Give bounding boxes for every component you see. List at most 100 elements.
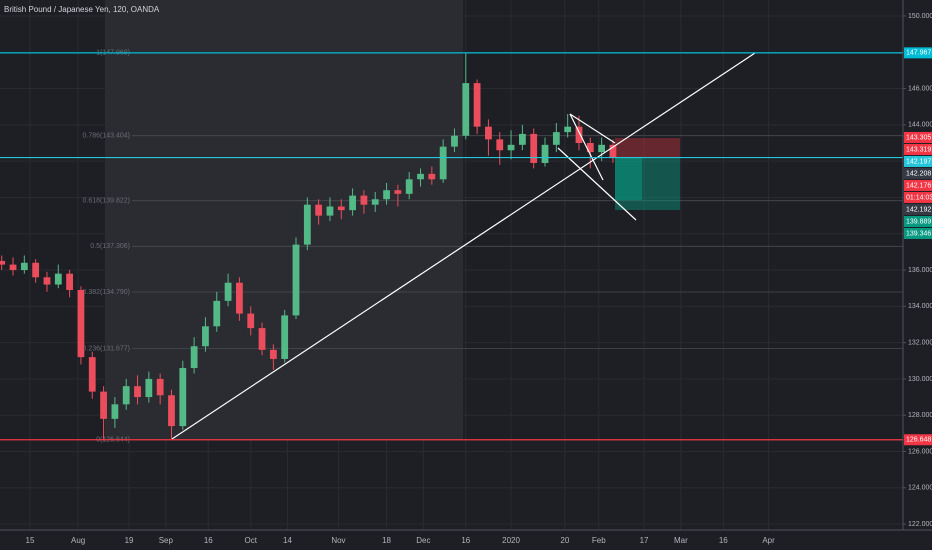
candle-body bbox=[598, 144, 606, 153]
x-tick-label: 15 bbox=[26, 536, 35, 545]
price-label: 147.967 bbox=[906, 50, 931, 57]
y-tick-label: 136.000 bbox=[908, 267, 932, 274]
price-label-box bbox=[904, 203, 932, 215]
price-label-box bbox=[904, 155, 932, 167]
price-label-box bbox=[904, 215, 932, 227]
candle-body bbox=[168, 395, 175, 427]
fib-label: 0.786(143.404) bbox=[83, 133, 130, 140]
stop-zone bbox=[615, 138, 680, 157]
candle-body bbox=[43, 277, 51, 285]
y-tick-label: 130.000 bbox=[908, 376, 932, 383]
x-tick-label: 20 bbox=[560, 536, 569, 545]
candle-body bbox=[337, 206, 345, 211]
candle-body bbox=[54, 273, 62, 285]
candle-body bbox=[9, 264, 17, 271]
x-tick-label: 17 bbox=[640, 536, 649, 545]
candle-body bbox=[122, 386, 130, 405]
candle-body bbox=[575, 126, 583, 144]
candle-body bbox=[417, 173, 424, 180]
candle-body bbox=[451, 135, 458, 147]
candle-body bbox=[349, 195, 356, 211]
x-tick-label: Apr bbox=[762, 536, 775, 545]
wedge-line bbox=[569, 113, 616, 144]
candle-body bbox=[134, 386, 141, 398]
fib-label: 0.5(137.306) bbox=[90, 243, 130, 250]
x-tick-label: Feb bbox=[592, 536, 606, 545]
wedge-line bbox=[569, 113, 604, 181]
candle-body bbox=[303, 204, 311, 245]
y-tick-label: 122.000 bbox=[908, 521, 932, 528]
candle-body bbox=[360, 195, 368, 205]
price-label-box bbox=[904, 131, 932, 143]
candle-body bbox=[202, 326, 209, 347]
candle-body bbox=[281, 315, 289, 359]
price-label: 142.176 bbox=[906, 182, 931, 189]
y-tick-label: 146.000 bbox=[908, 85, 932, 92]
drawings bbox=[171, 52, 756, 440]
fib-label: 0.382(134.790) bbox=[83, 289, 130, 296]
price-label-box bbox=[904, 47, 932, 59]
candle-body bbox=[269, 349, 277, 359]
candle-body bbox=[66, 273, 74, 290]
candle-body bbox=[518, 133, 526, 145]
x-tick-label: Sep bbox=[159, 536, 174, 545]
price-label: 142.197 bbox=[906, 158, 931, 165]
fib-label: 0.236(131.677) bbox=[83, 345, 130, 352]
price-label: 139.889 bbox=[906, 218, 931, 225]
candle-body bbox=[190, 346, 198, 369]
candle-body bbox=[88, 357, 96, 392]
candle-body bbox=[315, 204, 323, 216]
price-label-box bbox=[904, 167, 932, 179]
candle-body bbox=[541, 144, 549, 163]
y-tick-label: 134.000 bbox=[908, 303, 932, 310]
candle-body bbox=[292, 244, 300, 316]
candle-body bbox=[213, 300, 221, 327]
price-label-box bbox=[904, 227, 932, 239]
price-label: 126.648 bbox=[906, 437, 931, 444]
candle-body bbox=[371, 199, 379, 205]
y-tick-label: 126.000 bbox=[908, 448, 932, 455]
candle-body bbox=[428, 173, 436, 180]
candle-body bbox=[0, 260, 6, 265]
y-tick-label: 150.000 bbox=[908, 13, 932, 20]
fib-label: 0.618(139.822) bbox=[83, 198, 130, 205]
candle-body bbox=[383, 190, 390, 200]
x-tick-label: Aug bbox=[71, 536, 85, 545]
x-tick-label: Nov bbox=[331, 536, 345, 545]
candle-body bbox=[405, 179, 413, 194]
candle-body bbox=[100, 391, 107, 419]
price-label: 142.208 bbox=[906, 170, 931, 177]
candle-body bbox=[462, 83, 470, 136]
candle-body bbox=[485, 126, 492, 140]
candle-body bbox=[609, 144, 617, 158]
x-tick-label: 16 bbox=[204, 536, 213, 545]
candle-body bbox=[439, 146, 447, 180]
candle-body bbox=[32, 262, 40, 278]
candle-body bbox=[224, 282, 232, 301]
y-tick-label: 144.000 bbox=[908, 122, 932, 129]
x-tick-label: 16 bbox=[719, 536, 728, 545]
x-tick-label: Dec bbox=[416, 536, 430, 545]
candle-body bbox=[473, 83, 481, 127]
candle-body bbox=[247, 313, 255, 329]
price-axis bbox=[903, 0, 932, 550]
wedge-line bbox=[557, 147, 637, 221]
price-label: 139.346 bbox=[906, 230, 931, 237]
target-fill bbox=[615, 157, 642, 200]
price-label-box bbox=[904, 143, 932, 155]
candle-body bbox=[145, 378, 153, 398]
candle-body bbox=[258, 328, 266, 350]
candle-body bbox=[156, 378, 164, 396]
y-tick-label: 124.000 bbox=[908, 485, 932, 492]
x-tick-label: 2020 bbox=[502, 536, 520, 545]
candle-body bbox=[394, 190, 402, 194]
candle-body bbox=[111, 404, 119, 419]
candle-body bbox=[496, 139, 504, 151]
price-label: 143.305 bbox=[906, 134, 931, 141]
candle-body bbox=[552, 132, 560, 145]
y-tick-label: 128.000 bbox=[908, 412, 932, 419]
axes: 122.000 124.000 126.000 128.000 130.000 132.0… bbox=[26, 13, 932, 545]
candle-body bbox=[236, 282, 243, 314]
chart-title: British Pound / Japanese Yen, 120, OANDA bbox=[4, 5, 160, 14]
